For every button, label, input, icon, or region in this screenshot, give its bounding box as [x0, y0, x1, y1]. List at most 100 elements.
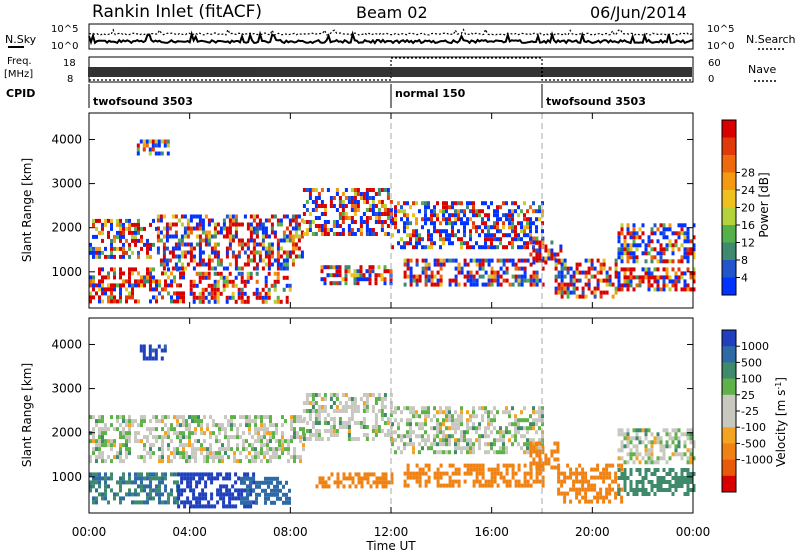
heatmap-cell [143, 275, 146, 280]
heatmap-cell [412, 245, 415, 250]
heatmap-cell [605, 495, 609, 500]
heatmap-cell [599, 491, 603, 496]
heatmap-cell [535, 465, 539, 470]
heatmap-cell [164, 271, 167, 276]
heatmap-cell [635, 484, 639, 488]
heatmap-cell [363, 472, 367, 477]
heatmap-cell [487, 467, 491, 472]
heatmap-cell [293, 419, 296, 424]
heatmap-cell [662, 448, 666, 453]
heatmap-cell [183, 226, 187, 231]
date-title: 06/Jun/2014 [590, 3, 687, 22]
heatmap-cell [234, 214, 238, 219]
heatmap-cell [95, 419, 98, 424]
heatmap-cell [324, 480, 328, 485]
heatmap-cell [255, 287, 259, 292]
heatmap-cell [508, 414, 511, 419]
heatmap-cell [641, 488, 645, 492]
heatmap-cell [692, 271, 696, 276]
heatmap-cell [599, 495, 603, 500]
heatmap-cell [538, 471, 542, 476]
heatmap-cell [192, 254, 196, 259]
heatmap-cell [300, 234, 304, 239]
heatmap-cell [110, 488, 113, 493]
heatmap-cell [653, 287, 657, 292]
heatmap-cell [466, 205, 469, 210]
heatmap-cell [326, 265, 330, 270]
heatmap-cell [653, 267, 657, 272]
heatmap-cell [293, 455, 296, 460]
heatmap-cell [146, 435, 149, 440]
heatmap-cell [162, 250, 166, 255]
heatmap-cell [511, 221, 514, 226]
heatmap-cell [237, 266, 241, 271]
heatmap-cell [113, 275, 116, 280]
heatmap-cell [273, 230, 277, 235]
heatmap-cell [213, 271, 217, 276]
heatmap-cell [602, 258, 606, 263]
heatmap-cell [662, 488, 666, 492]
heatmap-cell [665, 460, 669, 465]
heatmap-cell [107, 234, 110, 239]
heatmap-cell [475, 479, 479, 484]
heatmap-cell [246, 258, 250, 263]
heatmap-cell [122, 459, 125, 464]
heatmap-cell [113, 283, 116, 288]
heatmap-cell [520, 410, 523, 415]
heatmap-cell [532, 209, 535, 214]
heatmap-cell [110, 472, 113, 477]
heatmap-cell [272, 435, 275, 440]
heatmap-cell [210, 496, 214, 501]
heatmap-cell [403, 229, 406, 234]
heatmap-cell [320, 188, 324, 192]
heatmap-cell [608, 266, 612, 271]
heatmap-cell [653, 255, 657, 260]
heatmap-cell [662, 235, 666, 240]
heatmap-cell [487, 258, 491, 263]
heatmap-cell [275, 455, 278, 460]
heatmap-cell [566, 286, 570, 291]
heatmap-cell [614, 290, 618, 295]
heatmap-cell [478, 262, 482, 267]
heatmap-cell [210, 476, 214, 481]
heatmap-cell [189, 230, 193, 235]
heatmap-cell [656, 488, 660, 492]
heatmap-cell [629, 255, 633, 260]
heatmap-cell [152, 496, 155, 501]
heatmap-cell [487, 262, 491, 267]
heatmap-cell [155, 287, 158, 292]
heatmap-cell [95, 443, 98, 448]
heatmap-cell [617, 231, 621, 236]
heatmap-cell [173, 279, 176, 284]
heatmap-cell [517, 442, 520, 447]
heatmap-cell [195, 480, 199, 485]
heatmap-cell [523, 434, 526, 439]
heatmap-cell [225, 214, 229, 219]
heatmap-cell [98, 451, 101, 456]
heatmap-cell [192, 476, 196, 481]
heatmap-cell [430, 426, 433, 431]
heatmap-cell [532, 449, 536, 454]
heatmap-cell [430, 241, 433, 246]
heatmap-cell [252, 250, 256, 255]
heatmap-cell [149, 283, 152, 288]
heatmap-cell [472, 422, 475, 427]
heatmap-cell [335, 273, 339, 278]
heatmap-cell [560, 258, 564, 263]
heatmap-cell [315, 484, 319, 489]
heatmap-cell [143, 283, 146, 288]
heatmap-cell [365, 196, 369, 200]
heatmap-cell [526, 438, 529, 443]
heatmap-cell [116, 299, 119, 304]
heatmap-cell [457, 270, 461, 275]
heatmap-cell [472, 213, 475, 218]
heatmap-cell [632, 452, 636, 457]
heatmap-cell [161, 435, 164, 440]
heatmap-cell [415, 282, 419, 287]
heatmap-cell [287, 459, 290, 464]
heatmap-cell [439, 274, 443, 279]
heatmap-cell [653, 492, 657, 496]
heatmap-cell [436, 467, 440, 472]
heatmap-cell [323, 220, 327, 224]
